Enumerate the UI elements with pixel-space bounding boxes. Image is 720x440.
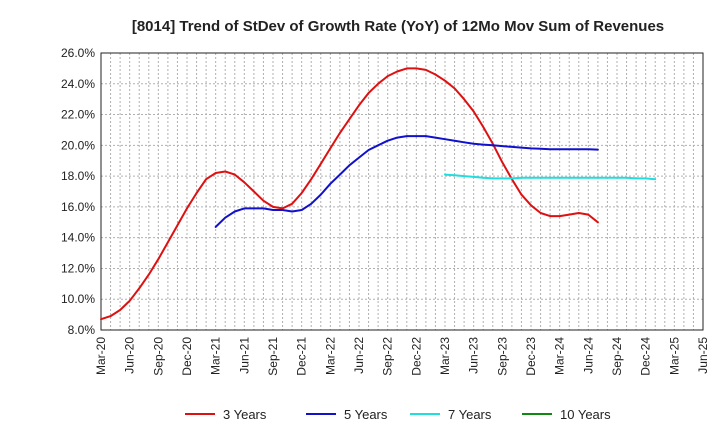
y-tick-label: 18.0% bbox=[61, 169, 95, 183]
chart-title: [8014] Trend of StDev of Growth Rate (Yo… bbox=[132, 18, 664, 35]
y-tick-label: 8.0% bbox=[68, 323, 96, 337]
x-tick-label: Jun-22 bbox=[352, 337, 366, 374]
legend-label: 5 Years bbox=[344, 407, 388, 422]
x-tick-label: Jun-23 bbox=[467, 337, 481, 374]
legend-label: 7 Years bbox=[448, 407, 492, 422]
y-tick-label: 20.0% bbox=[61, 138, 95, 152]
series-line-7-years bbox=[444, 173, 657, 181]
plot-frame bbox=[100, 52, 704, 331]
x-tick-label: Mar-20 bbox=[94, 337, 108, 375]
x-tick-label: Dec-22 bbox=[409, 337, 423, 376]
x-tick-label: Mar-22 bbox=[323, 337, 337, 375]
x-tick-label: Jun-20 bbox=[123, 337, 137, 374]
x-tick-label: Mar-23 bbox=[438, 337, 452, 375]
x-tick-label: Dec-24 bbox=[639, 337, 653, 376]
plot-background bbox=[101, 53, 703, 330]
series-line-3-years bbox=[100, 67, 599, 321]
legend-label: 3 Years bbox=[223, 407, 267, 422]
x-tick-label: Sep-21 bbox=[266, 337, 280, 376]
x-tick-label: Dec-23 bbox=[524, 337, 538, 376]
y-tick-label: 12.0% bbox=[61, 261, 95, 275]
x-tick-label: Sep-23 bbox=[495, 337, 509, 376]
x-tick-label: Mar-21 bbox=[209, 337, 223, 375]
legend: 3 Years 5 Years 7 Years 10 Years bbox=[185, 407, 611, 422]
x-tick-label: Mar-24 bbox=[553, 337, 567, 375]
x-tick-label: Dec-21 bbox=[295, 337, 309, 376]
axes: 8.0% 10.0% 12.0% 14.0% 16.0% 18.0% 20.0% 22.0% 2… bbox=[61, 46, 710, 376]
series-line-5-years bbox=[214, 135, 599, 228]
x-tick-label: Jun-21 bbox=[237, 337, 251, 374]
grid bbox=[100, 52, 704, 331]
x-tick-label: Sep-24 bbox=[610, 337, 624, 376]
series-lines bbox=[100, 67, 657, 321]
y-tick-label: 10.0% bbox=[61, 292, 95, 306]
x-tick-label: Jun-24 bbox=[581, 337, 595, 374]
y-tick-label: 24.0% bbox=[61, 77, 95, 91]
x-tick-label: Jun-25 bbox=[696, 337, 710, 374]
y-tick-label: 16.0% bbox=[61, 200, 95, 214]
y-tick-label: 14.0% bbox=[61, 231, 95, 245]
x-tick-label: Mar-25 bbox=[667, 337, 681, 375]
legend-label: 10 Years bbox=[560, 407, 611, 422]
x-tick-label: Sep-20 bbox=[151, 337, 165, 376]
x-tick-label: Sep-22 bbox=[381, 337, 395, 376]
x-tick-label: Dec-20 bbox=[180, 337, 194, 376]
y-tick-label: 26.0% bbox=[61, 46, 95, 60]
y-tick-label: 22.0% bbox=[61, 108, 95, 122]
